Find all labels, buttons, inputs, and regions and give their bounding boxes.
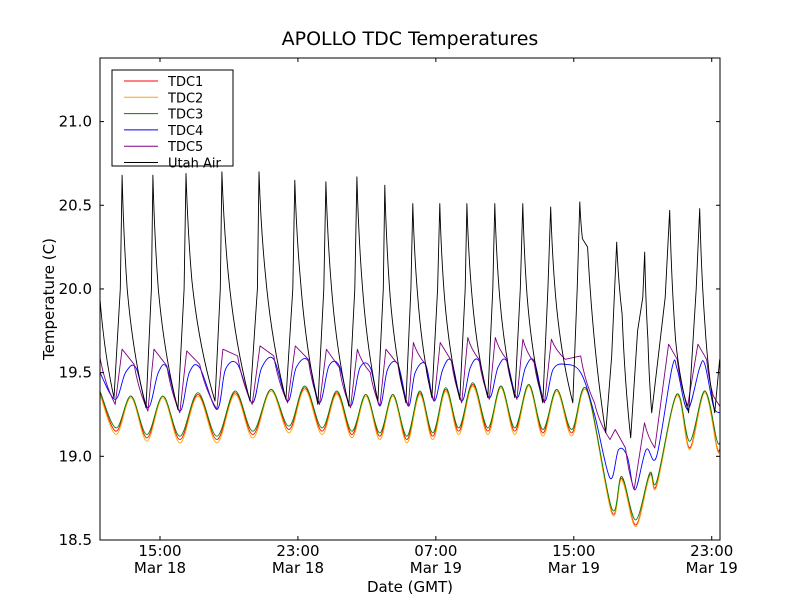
y-tick-label: 19.0	[59, 447, 92, 465]
legend-label: TDC3	[167, 108, 203, 123]
plot-frame	[99, 57, 721, 541]
legend-label: TDC4	[167, 124, 203, 139]
x-tick-date-label: Mar 19	[686, 559, 738, 577]
x-tick-time-label: 23:00	[276, 542, 319, 560]
x-tick-date-label: Mar 19	[548, 559, 600, 577]
legend-entry: TDC4	[124, 124, 203, 139]
series-line-tdc4	[100, 356, 720, 491]
x-tick-date-label: Mar 19	[410, 559, 462, 577]
legend-entry: TDC5	[124, 140, 203, 155]
legend-entry: TDC1	[124, 75, 203, 90]
legend-box	[111, 69, 234, 167]
plot-lines	[100, 171, 720, 528]
x-axis-label: Date (GMT)	[367, 578, 453, 596]
legend-entry: Utah Air	[124, 157, 221, 172]
x-tick-time-label: 07:00	[414, 542, 457, 560]
series-line-utah-air	[100, 171, 720, 439]
legend-label: TDC1	[167, 75, 203, 90]
y-tick-label: 21.0	[59, 113, 92, 131]
x-tick-date-label: Mar 18	[272, 559, 324, 577]
series-line-tdc5	[100, 337, 720, 491]
y-tick-label: 18.5	[59, 531, 92, 549]
y-tick-label: 20.5	[59, 196, 92, 214]
legend-entry: TDC2	[124, 91, 203, 106]
series-line-tdc2	[100, 385, 720, 528]
legend-label: TDC2	[167, 91, 203, 106]
x-tick-time-label: 23:00	[690, 542, 733, 560]
y-axis-label: Temperature (C)	[40, 238, 58, 361]
y-tick-label: 20.0	[59, 280, 92, 298]
y-tick-label: 19.5	[59, 364, 92, 382]
x-tick-time-label: 15:00	[552, 542, 595, 560]
series-line-tdc3	[100, 382, 720, 521]
x-tick-date-label: Mar 18	[134, 559, 186, 577]
legend-label: TDC5	[167, 140, 203, 155]
x-tick-time-label: 15:00	[138, 542, 181, 560]
chart-title: APOLLO TDC Temperatures	[282, 28, 539, 50]
legend-entry: TDC3	[124, 108, 203, 123]
legend-label: Utah Air	[168, 157, 221, 172]
